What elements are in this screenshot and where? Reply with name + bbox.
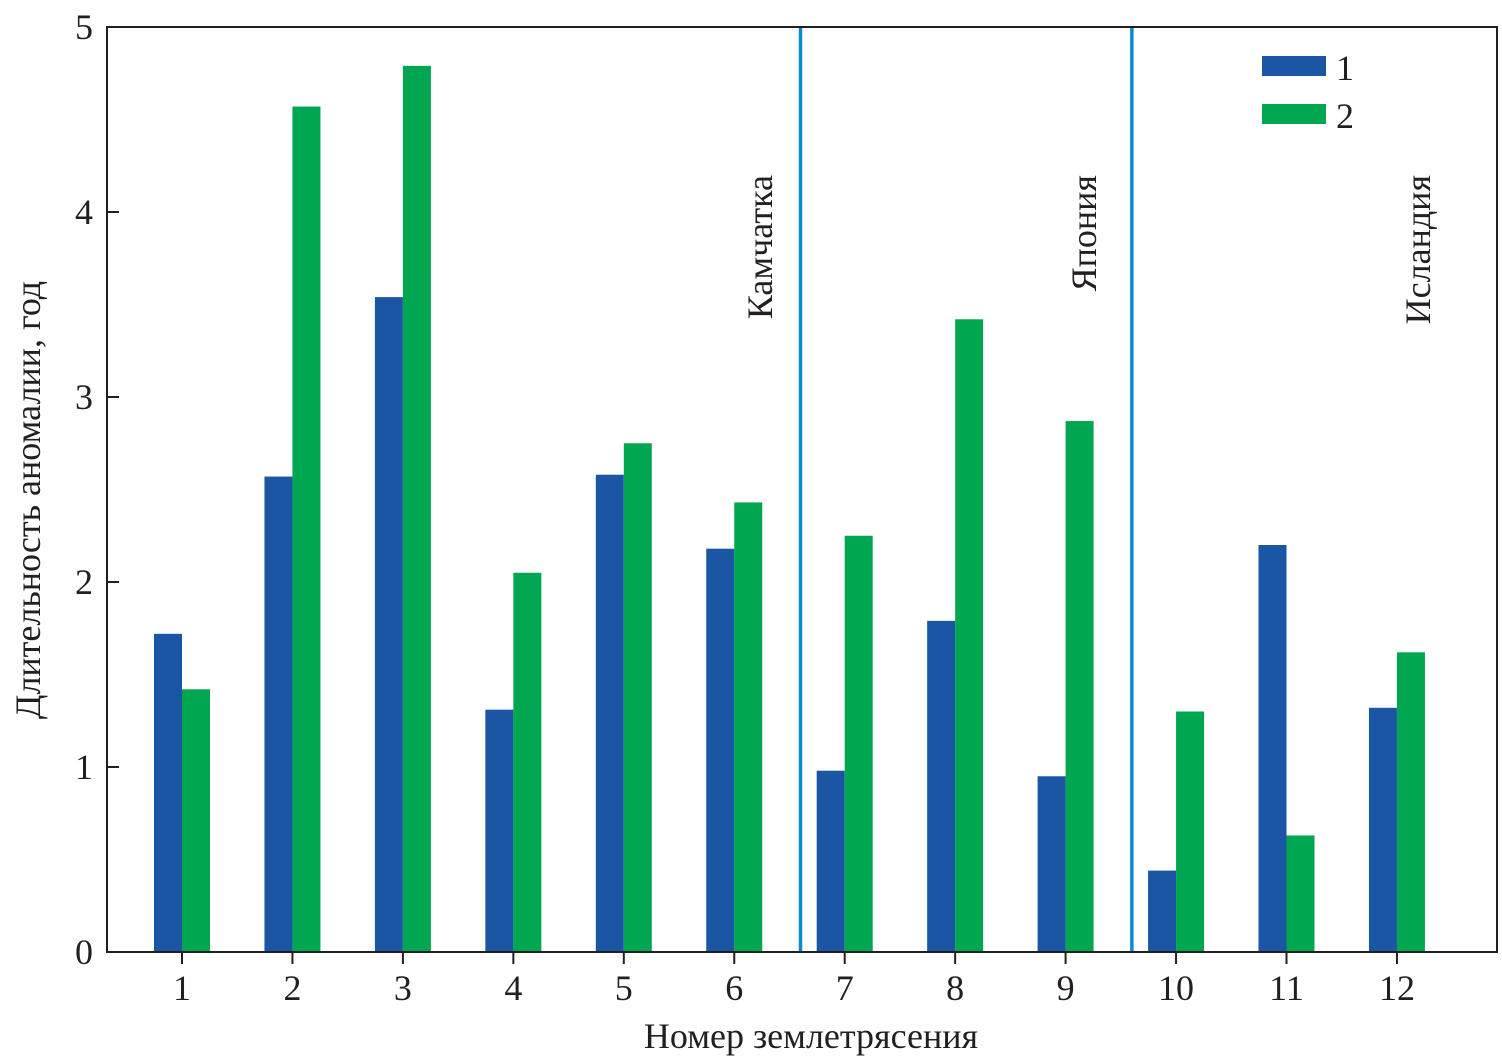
bar-series-2-cat-2 <box>292 106 321 953</box>
bar-series-2-cat-3 <box>402 65 431 953</box>
legend-label-1: 1 <box>1336 48 1354 88</box>
bar-series-2-cat-5 <box>623 443 652 952</box>
bar-series-1-cat-2 <box>264 476 293 952</box>
bar-series-2-cat-11 <box>1286 835 1315 952</box>
x-tick-label: 5 <box>615 968 633 1008</box>
bar-series-2-cat-8 <box>955 319 984 952</box>
y-tick-label: 0 <box>75 932 93 972</box>
y-axis-label: Длительность аномалии, год <box>8 281 48 719</box>
region-label-3: Исландия <box>1398 175 1438 324</box>
legend-swatch-1 <box>1262 56 1326 76</box>
bar-series-2-cat-7 <box>844 535 873 952</box>
plot-frame <box>106 26 1498 953</box>
bar-series-2-cat-9 <box>1065 421 1094 952</box>
x-tick-label: 10 <box>1158 968 1194 1008</box>
x-tick-label: 1 <box>173 968 191 1008</box>
bar-series-1-cat-6 <box>706 548 735 952</box>
bar-series-1-cat-8 <box>927 620 956 952</box>
bar-series-2-cat-6 <box>734 502 763 952</box>
bar-series-1-cat-5 <box>595 474 624 952</box>
bar-series-1-cat-11 <box>1258 545 1287 952</box>
bar-series-1-cat-12 <box>1368 707 1397 952</box>
x-tick-label: 9 <box>1057 968 1075 1008</box>
x-axis-label: Номер землетрясения <box>644 1016 978 1056</box>
x-tick-label: 4 <box>504 968 522 1008</box>
bar-series-2-cat-4 <box>513 572 542 952</box>
x-tick-label: 3 <box>394 968 412 1008</box>
x-tick-label: 12 <box>1379 968 1415 1008</box>
bar-series-1-cat-3 <box>374 297 403 953</box>
region-label-2: Япония <box>1064 175 1104 291</box>
bar-series-1-cat-1 <box>154 633 182 952</box>
x-tick-label: 11 <box>1269 968 1304 1008</box>
bar-series-1-cat-4 <box>485 709 514 952</box>
bar-series-2-cat-1 <box>182 689 210 952</box>
x-tick-label: 6 <box>725 968 743 1008</box>
bar-series-2-cat-10 <box>1176 711 1205 952</box>
y-tick-label: 5 <box>75 7 93 47</box>
y-tick-label: 4 <box>75 192 93 232</box>
bar-series-1-cat-10 <box>1148 870 1177 952</box>
y-tick-label: 2 <box>75 562 93 602</box>
y-tick-label: 1 <box>75 747 93 787</box>
x-tick-label: 7 <box>836 968 854 1008</box>
legend-swatch-2 <box>1262 104 1326 124</box>
bar-series-1-cat-7 <box>816 770 845 952</box>
bar-series-2-cat-12 <box>1396 652 1425 952</box>
x-tick-label: 8 <box>946 968 964 1008</box>
legend-label-2: 2 <box>1336 96 1354 136</box>
bar-series-1-cat-9 <box>1037 776 1066 952</box>
y-tick-label: 3 <box>75 377 93 417</box>
x-tick-label: 2 <box>283 968 301 1008</box>
region-label-1: Камчатка <box>740 175 780 319</box>
